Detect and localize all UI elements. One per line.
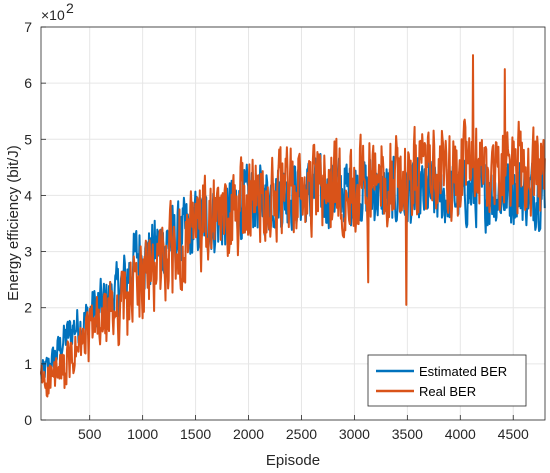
plot-frame — [40, 26, 546, 421]
y-axis-label: Energy efficiency (bit/J) — [5, 145, 22, 301]
y-tick-label: 2 — [24, 300, 32, 316]
y-tick-label: 7 — [24, 19, 32, 35]
y-tick-label: 6 — [24, 75, 32, 91]
y-tick-label: 4 — [24, 187, 32, 203]
legend: Estimated BER Real BER — [367, 354, 527, 407]
x-tick-label: 3000 — [339, 426, 370, 442]
x-tick-label: 4000 — [445, 426, 476, 442]
legend-label-real-ber: Real BER — [419, 384, 476, 399]
x-tick-label: 2500 — [286, 426, 317, 442]
y-tick-label: 5 — [24, 131, 32, 147]
legend-box — [367, 354, 527, 407]
x-tick-label: 4500 — [498, 426, 529, 442]
y-tick-label: 0 — [24, 412, 32, 428]
y-exponent-power: 2 — [66, 0, 74, 16]
x-tick-label: 1500 — [180, 426, 211, 442]
x-axis-label: Episode — [266, 452, 320, 469]
x-tick-label: 1000 — [127, 426, 158, 442]
legend-label-estimated-ber: Estimated BER — [419, 364, 507, 379]
y-tick-label: 3 — [24, 244, 32, 260]
x-tick-label: 500 — [78, 426, 102, 442]
x-tick-label: 2000 — [233, 426, 264, 442]
y-tick-label: 1 — [24, 356, 32, 372]
ticks: 500 1000 1500 2000 2500 3000 3500 4000 4500 0 1 2 3 4… — [24, 19, 529, 442]
series-line-real-ber — [40, 54, 546, 398]
series-layer — [40, 54, 546, 398]
y-exponent-base: ×10 — [41, 7, 65, 23]
x-tick-label: 3500 — [392, 426, 423, 442]
